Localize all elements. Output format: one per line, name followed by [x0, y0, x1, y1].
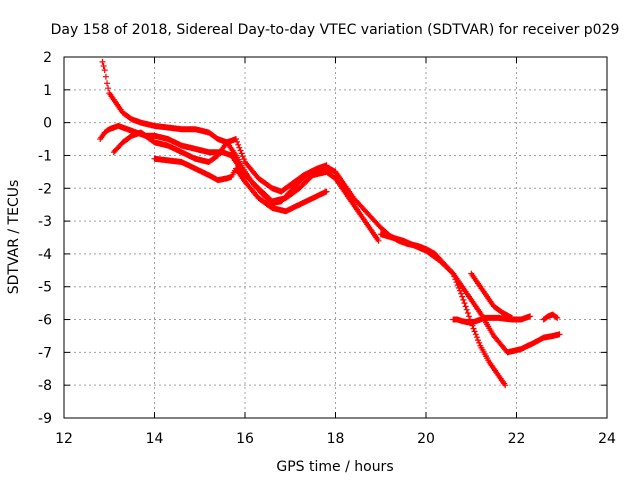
x-tick-label: 24: [598, 431, 616, 447]
point-markers: [99, 58, 509, 389]
series-track-c: [110, 129, 330, 195]
point-markers: [450, 313, 534, 326]
x-tick-label: 14: [146, 431, 164, 447]
x-tick-label: 16: [236, 431, 254, 447]
x-tick-label: 20: [417, 431, 435, 447]
series-track-e: [377, 231, 563, 356]
x-tick-label: 12: [55, 431, 73, 447]
series-track-d: [151, 155, 330, 215]
point-markers: [151, 155, 330, 215]
x-tick-label: 18: [327, 431, 345, 447]
y-tick-label: -1: [38, 148, 52, 164]
y-tick-label: -4: [38, 247, 52, 263]
y-tick-label: 2: [43, 50, 52, 66]
series-track-h: [540, 311, 561, 323]
data-points: [97, 58, 563, 389]
point-markers: [110, 129, 330, 195]
point-markers: [97, 122, 382, 244]
y-tick-label: -2: [38, 181, 52, 197]
y-tick-label: -7: [38, 345, 52, 361]
point-markers: [377, 231, 563, 356]
series-track-f: [450, 313, 534, 326]
series-track-b: [97, 122, 382, 244]
y-tick-label: -6: [38, 313, 52, 329]
y-tick-label: 1: [43, 83, 52, 99]
chart-title: Day 158 of 2018, Sidereal Day-to-day VTE…: [51, 22, 620, 38]
series-track-g: [468, 270, 515, 321]
y-axis-label: SDTVAR / TECUs: [6, 180, 22, 295]
series-track-a: [99, 58, 509, 389]
y-tick-label: -3: [38, 214, 52, 230]
point-markers: [468, 270, 515, 321]
x-axis-label: GPS time / hours: [276, 459, 393, 475]
grid: [64, 57, 607, 418]
point-markers: [540, 311, 561, 323]
y-tick-label: -9: [38, 411, 52, 427]
y-tick-label: 0: [43, 116, 52, 132]
x-tick-label: 22: [508, 431, 526, 447]
y-tick-label: -8: [38, 378, 52, 394]
y-tick-label: -5: [38, 280, 52, 296]
